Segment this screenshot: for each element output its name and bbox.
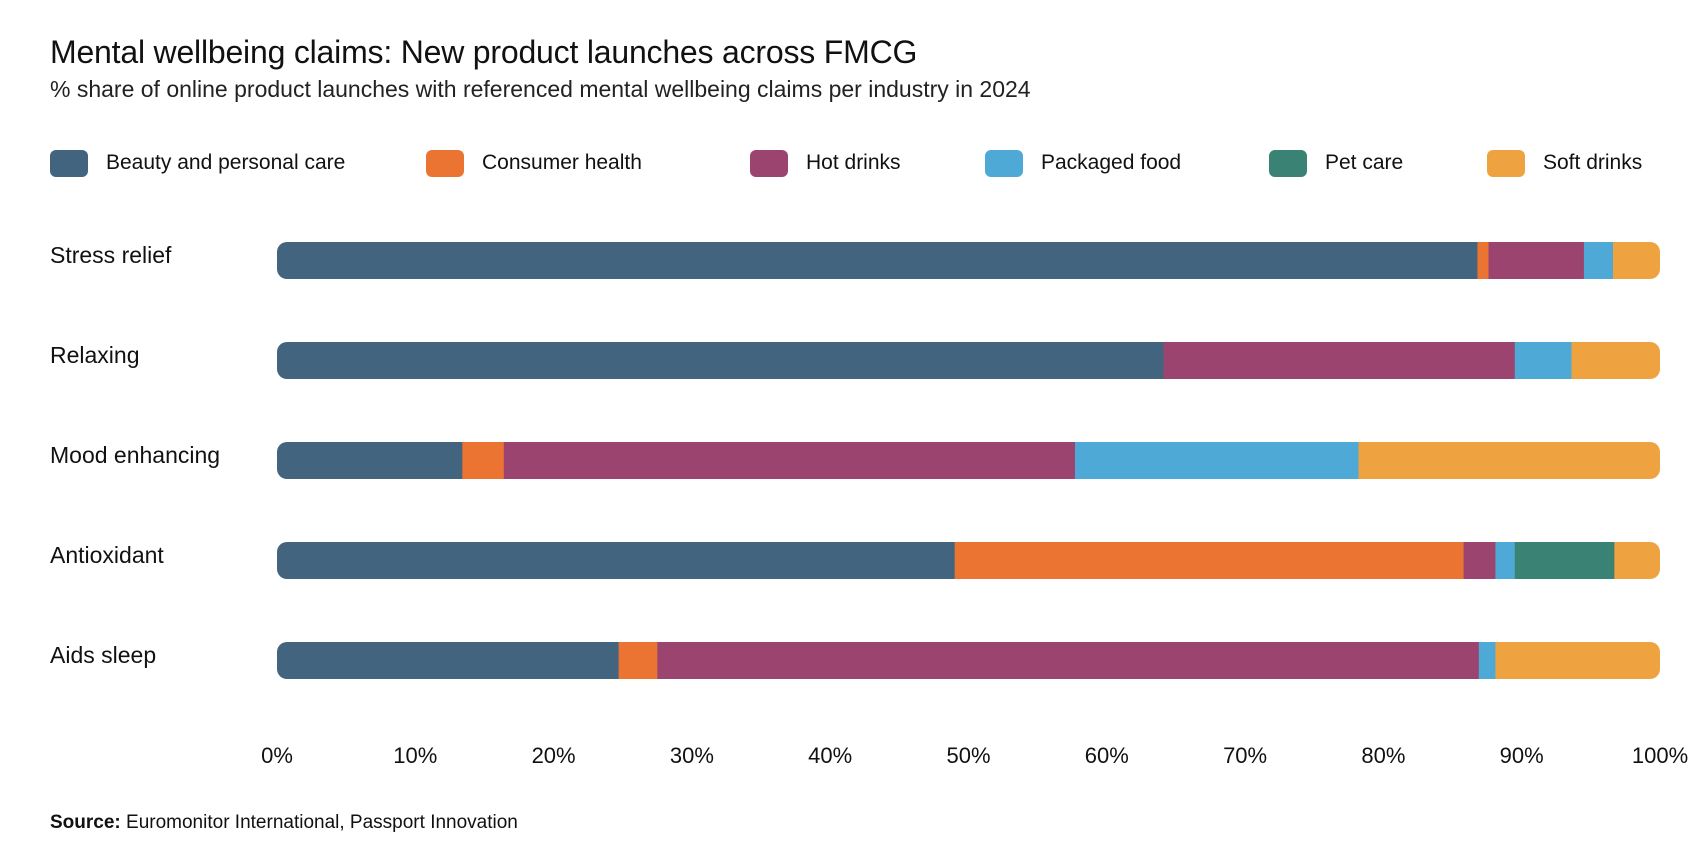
x-tick-label: 40% — [808, 743, 852, 768]
x-tick-label: 100% — [1632, 743, 1688, 768]
bar-segment-stress-relief-consumer-health — [1477, 242, 1490, 279]
row-label-antioxidant: Antioxidant — [50, 542, 164, 568]
bar-row-antioxidant — [277, 542, 1660, 579]
legend-label: Beauty and personal care — [106, 151, 346, 174]
x-tick-label: 90% — [1500, 743, 1544, 768]
x-tick-label: 10% — [393, 743, 437, 768]
row-label-relaxing: Relaxing — [50, 342, 140, 368]
bar-segment-stress-relief-packaged-food — [1583, 242, 1614, 279]
source-note: Source: Euromonitor International, Passp… — [50, 812, 518, 834]
bar-segment-aids-sleep-packaged-food — [1478, 642, 1496, 679]
bar-segment-relaxing-soft-drinks — [1571, 342, 1660, 379]
legend-item-hot-drinks: Hot drinks — [750, 148, 901, 178]
bar-segment-mood-enhancing-soft-drinks — [1358, 442, 1660, 479]
legend-item-beauty: Beauty and personal care — [50, 148, 345, 178]
legend-label: Pet care — [1325, 151, 1404, 174]
bar-row-relaxing — [277, 342, 1660, 379]
x-tick-label: 70% — [1223, 743, 1267, 768]
bars-group — [277, 242, 1660, 679]
legend-swatch-hot-drinks — [750, 149, 788, 177]
legend-swatch-soft-drinks — [1487, 149, 1525, 177]
bar-segment-stress-relief-beauty-and-personal-care — [277, 242, 1478, 279]
x-tick-label: 0% — [261, 743, 293, 768]
row-label-aids-sleep: Aids sleep — [50, 642, 157, 668]
legend-swatch-beauty — [50, 149, 88, 177]
legend-label: Consumer health — [482, 151, 642, 174]
row-label-mood-enhancing: Mood enhancing — [50, 442, 221, 468]
bar-segment-mood-enhancing-hot-drinks — [503, 442, 1076, 479]
chart-title: Mental wellbeing claims: New product lau… — [50, 34, 918, 70]
bar-segment-relaxing-hot-drinks — [1163, 342, 1516, 379]
chart-subtitle: % share of online product launches with … — [50, 76, 1031, 102]
bar-row-mood-enhancing — [277, 442, 1660, 479]
bar-segment-mood-enhancing-consumer-health — [462, 442, 505, 479]
bar-segment-stress-relief-hot-drinks — [1488, 242, 1585, 279]
bar-row-stress-relief — [277, 242, 1660, 279]
legend-swatch-pet-care — [1269, 149, 1307, 177]
legend-swatch-consumer-health — [426, 149, 464, 177]
legend-label: Hot drinks — [806, 151, 901, 174]
x-axis-ticks: 0% 10% 20% 30% 40% 50% 60% 70% 80% 90% 100% — [261, 743, 1688, 768]
bar-segment-antioxidant-consumer-health — [954, 542, 1465, 579]
legend-item-consumer-health: Consumer health — [426, 148, 642, 178]
x-tick-label: 60% — [1085, 743, 1129, 768]
row-label-stress-relief: Stress relief — [50, 242, 172, 268]
x-tick-label: 50% — [946, 743, 990, 768]
source-text: Euromonitor International, Passport Inno… — [126, 812, 518, 833]
bar-segment-antioxidant-soft-drinks — [1614, 542, 1660, 579]
bar-segment-mood-enhancing-packaged-food — [1074, 442, 1360, 479]
bar-segment-aids-sleep-soft-drinks — [1495, 642, 1660, 679]
legend-swatch-packaged-food — [985, 149, 1023, 177]
bar-segment-aids-sleep-consumer-health — [618, 642, 658, 679]
bar-segment-relaxing-packaged-food — [1514, 342, 1572, 379]
bar-segment-aids-sleep-hot-drinks — [657, 642, 1480, 679]
source-label: Source: — [50, 812, 121, 833]
bar-segment-antioxidant-hot-drinks — [1463, 542, 1496, 579]
legend: Beauty and personal care Consumer health… — [50, 148, 1660, 182]
bar-segment-antioxidant-pet-care — [1514, 542, 1615, 579]
bar-row-aids-sleep — [277, 642, 1660, 679]
legend-item-packaged-food: Packaged food — [985, 148, 1181, 178]
bar-segment-relaxing-beauty-and-personal-care — [277, 342, 1165, 379]
legend-label: Soft drinks — [1543, 151, 1643, 174]
bar-segment-stress-relief-soft-drinks — [1612, 242, 1660, 279]
bar-segment-aids-sleep-beauty-and-personal-care — [277, 642, 620, 679]
bar-segment-antioxidant-beauty-and-personal-care — [277, 542, 956, 579]
legend-item-soft-drinks: Soft drinks — [1487, 148, 1642, 178]
x-tick-label: 30% — [670, 743, 714, 768]
x-tick-label: 20% — [532, 743, 576, 768]
legend-item-pet-care: Pet care — [1269, 148, 1403, 178]
legend-label: Packaged food — [1041, 151, 1182, 174]
bar-segment-mood-enhancing-beauty-and-personal-care — [277, 442, 463, 479]
bar-segment-antioxidant-packaged-food — [1495, 542, 1516, 579]
x-tick-label: 80% — [1361, 743, 1405, 768]
